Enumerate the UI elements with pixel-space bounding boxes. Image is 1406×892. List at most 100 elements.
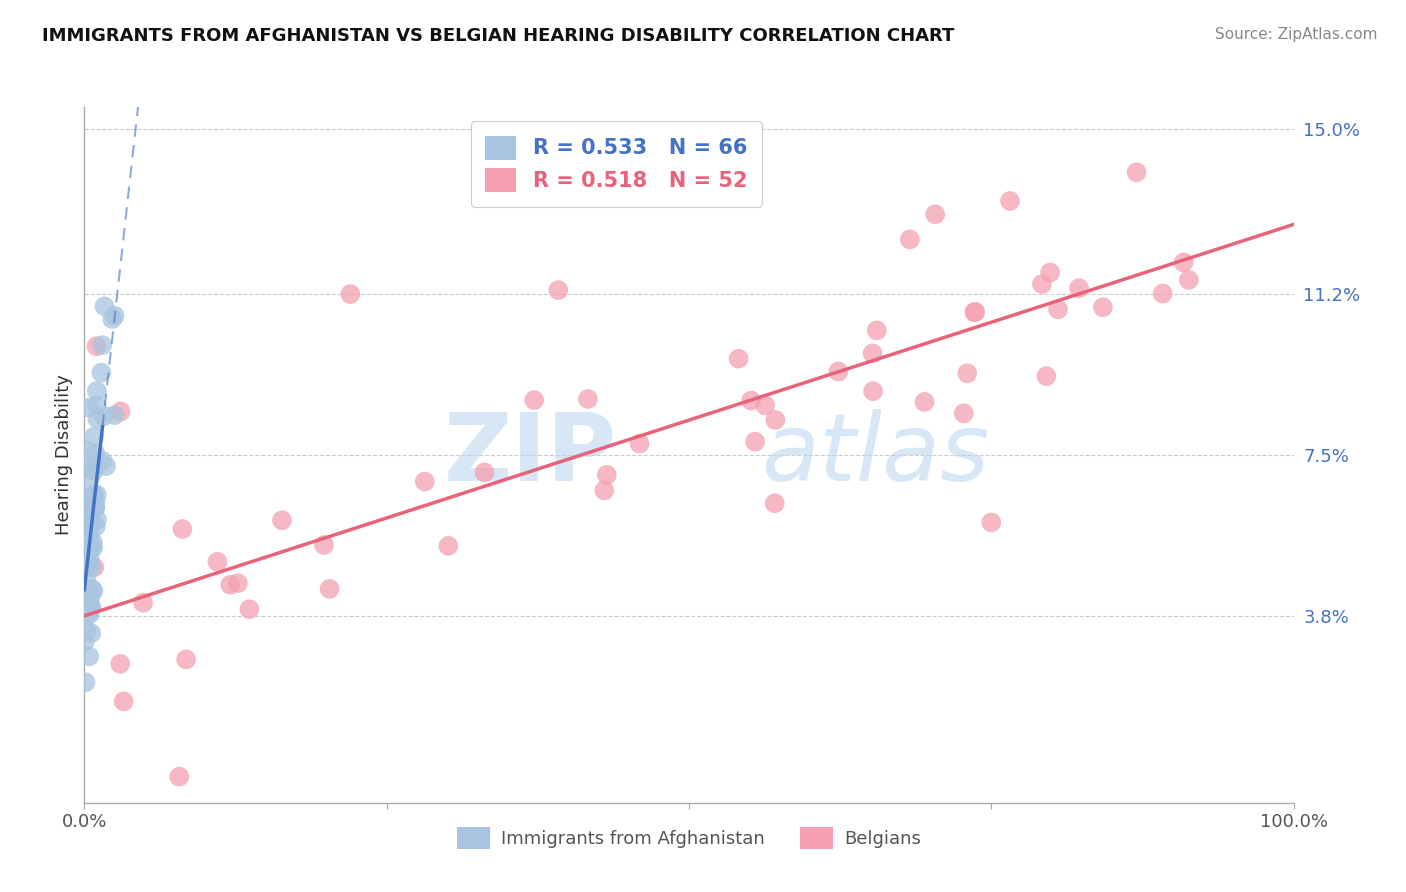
Point — [1173, 255, 1195, 269]
Point — [744, 434, 766, 449]
Point — [75, 514, 97, 528]
Point — [79, 492, 101, 507]
Point — [1031, 277, 1053, 291]
Point — [1039, 266, 1062, 280]
Point — [763, 496, 786, 510]
Text: Source: ZipAtlas.com: Source: ZipAtlas.com — [1215, 27, 1378, 42]
Point — [628, 436, 651, 450]
Point — [82, 582, 104, 597]
Point — [318, 582, 340, 596]
Point — [80, 588, 103, 602]
Point — [271, 513, 294, 527]
Point — [413, 475, 436, 489]
Point — [83, 560, 105, 574]
Point — [84, 519, 107, 533]
Point — [91, 338, 114, 352]
Point — [110, 657, 132, 671]
Point — [77, 649, 100, 664]
Point — [75, 589, 97, 603]
Point — [80, 560, 103, 574]
Point — [75, 573, 97, 587]
Point — [86, 398, 108, 412]
Point — [924, 207, 946, 221]
Point — [93, 409, 115, 423]
Legend: Immigrants from Afghanistan, Belgians: Immigrants from Afghanistan, Belgians — [450, 820, 928, 856]
Point — [76, 512, 98, 526]
Point — [965, 305, 987, 319]
Point — [226, 576, 249, 591]
Point — [474, 466, 496, 480]
Point — [1125, 165, 1147, 179]
Point — [827, 364, 849, 378]
Point — [80, 626, 103, 640]
Point — [80, 600, 103, 615]
Point — [219, 578, 242, 592]
Point — [84, 500, 107, 515]
Point — [1035, 369, 1057, 384]
Point — [79, 599, 101, 614]
Point — [963, 305, 986, 319]
Point — [82, 458, 104, 473]
Point — [80, 462, 103, 476]
Point — [956, 366, 979, 380]
Point — [75, 586, 97, 600]
Point — [84, 500, 107, 515]
Point — [86, 339, 108, 353]
Point — [86, 512, 108, 526]
Point — [91, 454, 114, 468]
Point — [866, 323, 889, 337]
Point — [75, 675, 97, 690]
Point — [77, 529, 100, 543]
Point — [862, 384, 884, 399]
Point — [172, 522, 194, 536]
Point — [576, 392, 599, 406]
Point — [104, 309, 127, 323]
Point — [77, 512, 100, 526]
Text: IMMIGRANTS FROM AFGHANISTAN VS BELGIAN HEARING DISABILITY CORRELATION CHART: IMMIGRANTS FROM AFGHANISTAN VS BELGIAN H… — [42, 27, 955, 45]
Point — [952, 406, 974, 420]
Point — [73, 634, 96, 648]
Point — [86, 412, 108, 426]
Point — [1177, 273, 1199, 287]
Point — [207, 555, 229, 569]
Point — [914, 395, 936, 409]
Point — [547, 283, 569, 297]
Point — [110, 404, 132, 418]
Point — [77, 582, 100, 596]
Point — [80, 497, 103, 511]
Point — [93, 299, 115, 313]
Point — [104, 408, 127, 422]
Point — [82, 534, 104, 549]
Point — [77, 493, 100, 508]
Point — [75, 594, 97, 608]
Point — [740, 393, 762, 408]
Point — [77, 496, 100, 510]
Point — [727, 351, 749, 366]
Point — [86, 488, 108, 502]
Point — [80, 488, 103, 502]
Text: ZIP: ZIP — [443, 409, 616, 501]
Point — [83, 430, 105, 444]
Point — [76, 624, 98, 638]
Point — [593, 483, 616, 498]
Point — [77, 522, 100, 536]
Point — [79, 591, 101, 605]
Point — [84, 446, 107, 460]
Point — [174, 652, 197, 666]
Point — [76, 536, 98, 550]
Point — [79, 472, 101, 486]
Point — [79, 524, 101, 539]
Point — [1067, 281, 1090, 295]
Point — [90, 366, 112, 380]
Point — [1091, 300, 1114, 314]
Point — [80, 541, 103, 556]
Point — [112, 694, 135, 708]
Point — [167, 770, 190, 784]
Text: atlas: atlas — [762, 409, 990, 500]
Point — [83, 491, 105, 505]
Point — [83, 464, 105, 478]
Point — [83, 584, 105, 599]
Point — [83, 487, 105, 501]
Point — [76, 544, 98, 558]
Point — [754, 398, 776, 412]
